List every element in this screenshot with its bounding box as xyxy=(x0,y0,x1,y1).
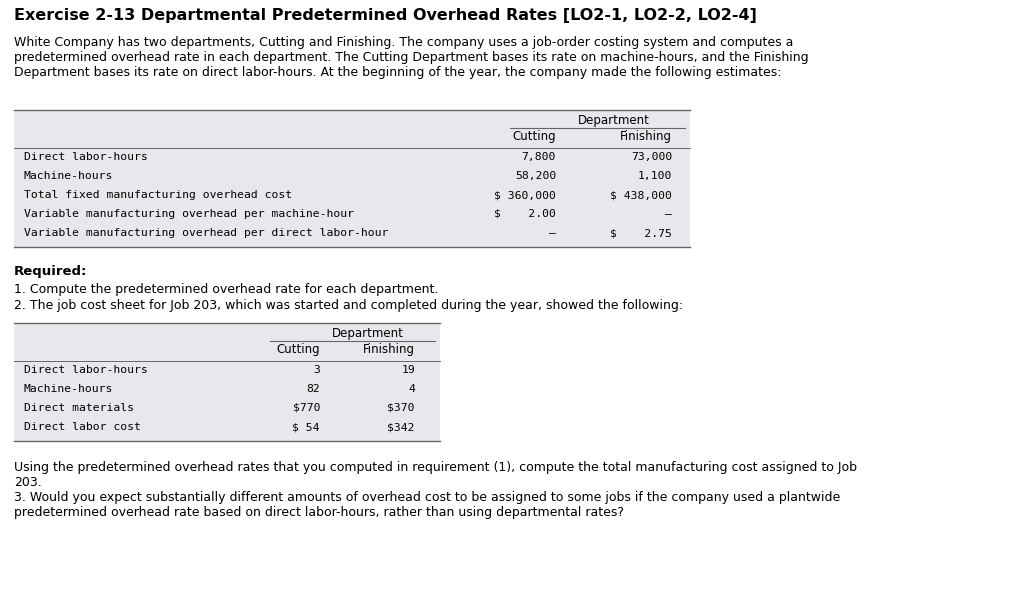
Text: Direct labor-hours: Direct labor-hours xyxy=(24,152,147,162)
Text: Cutting: Cutting xyxy=(276,343,319,356)
Text: Required:: Required: xyxy=(14,265,87,278)
Text: 7,800: 7,800 xyxy=(521,152,556,162)
Text: 4: 4 xyxy=(409,384,415,394)
Text: 58,200: 58,200 xyxy=(515,171,556,181)
Text: $342: $342 xyxy=(387,422,415,432)
Text: 3: 3 xyxy=(313,365,319,375)
Text: Finishing: Finishing xyxy=(362,343,415,356)
Text: Exercise 2-13 Departmental Predetermined Overhead Rates [LO2-1, LO2-2, LO2-4]: Exercise 2-13 Departmental Predetermined… xyxy=(14,8,757,23)
Text: 1,100: 1,100 xyxy=(638,171,672,181)
Text: Using the predetermined overhead rates that you computed in requirement (1), com: Using the predetermined overhead rates t… xyxy=(14,461,857,519)
Text: Direct materials: Direct materials xyxy=(24,403,134,413)
Text: 1. Compute the predetermined overhead rate for each department.: 1. Compute the predetermined overhead ra… xyxy=(14,283,438,296)
Text: 82: 82 xyxy=(306,384,319,394)
Text: Variable manufacturing overhead per direct labor-hour: Variable manufacturing overhead per dire… xyxy=(24,228,388,238)
Text: 19: 19 xyxy=(401,365,415,375)
Text: $770: $770 xyxy=(293,403,319,413)
Text: Department: Department xyxy=(332,327,403,340)
Text: 2. The job cost sheet for Job 203, which was started and completed during the ye: 2. The job cost sheet for Job 203, which… xyxy=(14,299,683,312)
Text: $    2.00: $ 2.00 xyxy=(495,209,556,219)
Text: $ 438,000: $ 438,000 xyxy=(610,190,672,200)
Text: $ 360,000: $ 360,000 xyxy=(495,190,556,200)
Text: Machine-hours: Machine-hours xyxy=(24,171,114,181)
Text: Direct labor-hours: Direct labor-hours xyxy=(24,365,147,375)
Text: Department: Department xyxy=(579,114,650,127)
Text: Direct labor cost: Direct labor cost xyxy=(24,422,141,432)
Text: –: – xyxy=(666,209,672,219)
Text: Variable manufacturing overhead per machine-hour: Variable manufacturing overhead per mach… xyxy=(24,209,354,219)
Text: Finishing: Finishing xyxy=(620,130,672,143)
Text: Cutting: Cutting xyxy=(512,130,556,143)
Text: White Company has two departments, Cutting and Finishing. The company uses a job: White Company has two departments, Cutti… xyxy=(14,36,809,79)
Text: Total fixed manufacturing overhead cost: Total fixed manufacturing overhead cost xyxy=(24,190,292,200)
Bar xyxy=(14,110,690,247)
Text: –: – xyxy=(549,228,556,238)
Text: $ 54: $ 54 xyxy=(293,422,319,432)
Bar xyxy=(14,323,440,441)
Text: Machine-hours: Machine-hours xyxy=(24,384,114,394)
Text: 73,000: 73,000 xyxy=(631,152,672,162)
Text: $370: $370 xyxy=(387,403,415,413)
Text: $    2.75: $ 2.75 xyxy=(610,228,672,238)
